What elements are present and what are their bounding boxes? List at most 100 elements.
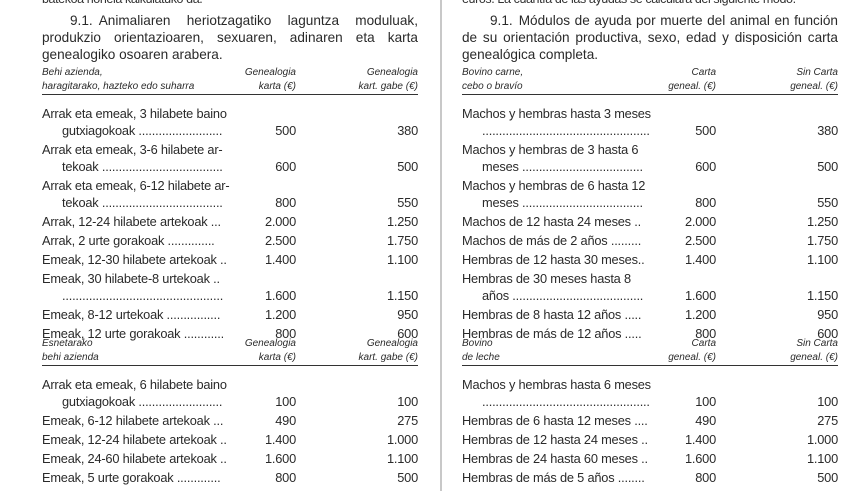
header-line: Genealogia [244,338,296,349]
column-divider [440,0,442,491]
row-label: Hembras de más de 5 años ........ [462,470,645,485]
table-row: Hembras de 12 hasta 24 meses .. 1.400 1.00… [462,431,838,448]
row-label-continuation: meses ..................................… [482,195,643,210]
table-row: Machos y hembras de 3 hasta 6 meses .....… [462,141,838,175]
section-heading: 9.1. Módulos de ayuda por muerte del anim… [462,12,838,63]
table-header: Bovino de leche Carta geneal. (€) Sin Carta g… [462,337,838,366]
value-with-card: 800 [695,326,716,341]
header-line: haragitarako, hazteko edo suharra [42,81,195,92]
value-with-card: 490 [275,413,296,428]
value-with-card: 100 [695,394,716,409]
header-line: de leche [462,352,500,363]
value-without-card: 1.750 [386,233,418,248]
value-with-card: 600 [695,159,716,174]
value-without-card: 1.100 [386,451,418,466]
value-without-card: 550 [817,195,838,210]
row-label: Machos y hembras hasta 3 meses [462,106,651,121]
column-header: Genealogia kart. gabe (€) [359,337,418,365]
header-line: geneal. (€) [668,81,716,92]
row-label-continuation: años ...................................… [482,288,644,303]
table-row: Arrak eta emeak, 6 hilabete baino gutxiag… [42,376,418,410]
header-line: behi azienda [42,352,99,363]
table-row: Hembras de más de 5 años ........ 800 500 [462,469,838,486]
row-label: Arrak eta emeak, 3 hilabete baino [42,106,227,121]
value-with-card: 1.400 [264,252,296,267]
section-heading: 9.1. Animaliaren heriotzagatiko laguntza … [42,12,418,63]
section-number: 9.1. [490,13,513,28]
row-label: Hembras de 6 hasta 12 meses .... [462,413,648,428]
table-row: Emeak, 24-60 hilabete artekoak .. 1.600 1.… [42,450,418,467]
table-header: Esnetarako behi azienda Genealogia karta (€… [42,337,418,366]
value-without-card: 100 [817,394,838,409]
header-line: kart. gabe (€) [358,81,418,92]
table-row: Machos de más de 2 años ......... 2.500 1.… [462,232,838,249]
table-row: Hembras de 8 hasta 12 años ..... 1.200 950 [462,306,838,323]
row-label: Machos y hembras hasta 6 meses [462,377,651,392]
value-without-card: 500 [397,159,418,174]
value-without-card: 1.000 [386,432,418,447]
value-with-card: 1.200 [264,307,296,322]
row-label: Emeak, 8-12 urtekoak ................ [42,307,221,322]
cut-off-text: euros. La cuantía de las ayudas se calcu… [462,0,838,6]
value-without-card: 600 [817,326,838,341]
table-row: Hembras de 12 hasta 30 meses.. 1.400 1.100 [462,251,838,268]
row-label: Machos de más de 2 años ......... [462,233,642,248]
table-row: Arrak eta emeak, 3 hilabete baino gutxiag… [42,105,418,139]
column-header: Carta geneal. (€) [668,337,716,365]
section-number: 9.1. [70,13,93,28]
table-header: Bovino carne, cebo o bravío Carta geneal. (… [462,66,838,95]
value-without-card: 100 [397,394,418,409]
row-label: Emeak, 12 urte gorakoak ............ [42,326,224,341]
table-row: Arrak eta emeak, 3-6 hilabete ar-tekoak … [42,141,418,175]
header-line: Carta [691,67,716,78]
header-line: karta (€) [258,352,296,363]
value-without-card: 275 [397,413,418,428]
value-without-card: 500 [817,159,838,174]
value-with-card: 100 [275,394,296,409]
header-line: Genealogia [366,338,418,349]
value-with-card: 500 [695,123,716,138]
row-label: Arrak eta emeak, 6-12 hilabete ar- [42,178,230,193]
row-label: Hembras de 30 meses hasta 8 [462,271,631,286]
section-title: Módulos de ayuda por muerte del animal e… [462,13,838,62]
row-label-continuation: ........................................… [62,288,224,303]
header-line: geneal. (€) [668,352,716,363]
header-line: Carta [691,338,716,349]
table-row: Arrak, 2 urte gorakoak .............. 2.5… [42,232,418,249]
column-header: Genealogia karta (€) [245,337,296,365]
header-line: cebo o bravío [462,81,523,92]
column-header: Bovino de leche [462,337,500,365]
table-row: Machos de 12 hasta 24 meses .. 2.000 1.250 [462,213,838,230]
value-with-card: 600 [275,159,296,174]
value-with-card: 1.600 [684,288,716,303]
table-row: Emeak, 6-12 hilabete artekoak ... 490 275 [42,412,418,429]
value-without-card: 950 [397,307,418,322]
value-without-card: 1.750 [806,233,838,248]
value-without-card: 1.100 [386,252,418,267]
column-header: Genealogia karta (€) [245,66,296,94]
table-header: Behi azienda, haragitarako, hazteko edo s… [42,66,418,95]
value-with-card: 1.600 [264,451,296,466]
header-line: Genealogia [366,67,418,78]
table-row: Emeak, 12-30 hilabete artekoak .. 1.400 1.… [42,251,418,268]
value-without-card: 380 [397,123,418,138]
row-label-continuation: meses ..................................… [482,159,643,174]
value-without-card: 950 [817,307,838,322]
table-beef: Bovino carne, cebo o bravío Carta geneal. (… [462,66,838,344]
table-row: Hembras de 30 meses hasta 8 años ........… [462,270,838,304]
table-row: Emeak, 8-12 urtekoak ................ 1.2… [42,306,418,323]
column-header: Sin Carta geneal. (€) [790,66,838,94]
value-with-card: 800 [695,195,716,210]
row-label: Emeak, 5 urte gorakoak ............. [42,470,221,485]
header-line: kart. gabe (€) [358,352,418,363]
row-label: Arrak eta emeak, 6 hilabete baino [42,377,227,392]
value-without-card: 550 [397,195,418,210]
table-row: Emeak, 12 urte gorakoak ............ 800 6… [42,325,418,342]
row-label: Arrak, 12-24 hilabete artekoak ... [42,214,221,229]
row-label: Hembras de 24 hasta 60 meses .. [462,451,648,466]
value-without-card: 1.100 [806,252,838,267]
value-without-card: 500 [817,470,838,485]
value-with-card: 1.400 [684,252,716,267]
table-row: Hembras de 6 hasta 12 meses .... 490 275 [462,412,838,429]
table-row: Machos y hembras de 6 hasta 12 meses ....… [462,177,838,211]
